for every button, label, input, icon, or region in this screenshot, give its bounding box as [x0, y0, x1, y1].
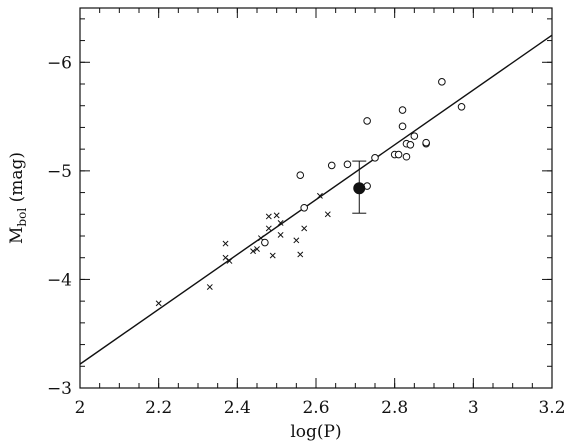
fit-line-group: [79, 34, 553, 365]
x-tick-label: 2.8: [381, 398, 408, 418]
cross-marker: [277, 220, 284, 226]
open-circle-marker: [300, 203, 309, 212]
cross-marker: [265, 225, 272, 232]
cross-stroke: [265, 225, 272, 232]
x-tick-label: 2.6: [302, 398, 329, 418]
cross-stroke: [324, 211, 331, 218]
fit-line: [79, 34, 553, 365]
cross-stroke: [257, 235, 264, 242]
axis-tick-labels: 2 2.2 2.4 2.6 2.8 3 3.2 −3 −4 −5 −6: [47, 53, 566, 418]
open-circle-marker: [394, 150, 403, 159]
cross-stroke: [277, 220, 284, 226]
cross-stroke: [222, 254, 229, 261]
x-tick-label: 2: [75, 398, 86, 418]
cross-stroke: [250, 248, 257, 255]
open-circle-marker: [410, 132, 419, 140]
y-tick-label: −3: [47, 379, 72, 399]
plot-frame: [79, 7, 553, 389]
open-circle-marker: [371, 154, 379, 162]
filled-circle-marker: [353, 182, 366, 195]
cross-marker: [273, 212, 280, 219]
y-axis-label-sub: bol: [15, 208, 29, 227]
open-circle-marker: [402, 152, 411, 161]
cross-stroke: [254, 246, 260, 252]
open-circle-marker: [343, 160, 352, 169]
cross-marker: [226, 258, 233, 264]
open-circle-marker: [261, 238, 269, 247]
cross-marker: [269, 252, 276, 259]
cross-marker: [222, 240, 229, 247]
cross-stroke: [273, 212, 280, 219]
cross-marker: [254, 246, 260, 252]
cross-marker: [316, 192, 323, 199]
x-tick-label: 3: [468, 398, 479, 418]
cross-marker: [155, 300, 162, 307]
x-axis-label: log(P): [290, 422, 341, 442]
cross-stroke: [293, 237, 300, 244]
open-circle-marker: [457, 103, 466, 111]
cross-stroke: [155, 300, 162, 307]
x-tick-label: 2.2: [145, 398, 172, 418]
cross-stroke: [265, 213, 272, 220]
cross-stroke: [277, 231, 284, 238]
y-tick-label: −5: [47, 162, 72, 182]
cross-stroke: [269, 252, 276, 259]
axis-ticks: [79, 8, 553, 389]
cross-stroke: [316, 192, 323, 199]
cross-marker: [277, 231, 284, 238]
cross-stroke: [222, 240, 229, 247]
open-circle-marker: [398, 106, 407, 114]
cross-marker: [297, 251, 304, 258]
y-axis-label-main: M: [7, 227, 27, 244]
open-circle-marker: [327, 161, 336, 170]
x-tick-label: 2.4: [224, 398, 251, 418]
open-circle-marker: [296, 171, 305, 179]
y-axis-label-suffix: (mag): [7, 152, 27, 208]
cross-stroke: [301, 225, 308, 232]
cross-stroke: [297, 251, 304, 258]
cross-stroke: [206, 284, 213, 290]
open-circle-marker: [398, 122, 407, 131]
cross-marker: [206, 284, 213, 290]
open-circle-marker: [363, 117, 371, 125]
y-axis-label: Mbol (mag): [7, 152, 29, 244]
y-tick-label: −4: [47, 270, 72, 290]
cross-marker: [265, 213, 272, 220]
cross-stroke: [226, 258, 233, 264]
open-circle-marker: [406, 141, 415, 149]
open-circle-marker: [438, 78, 446, 86]
data-points: [155, 78, 466, 307]
cross-marker: [293, 237, 300, 244]
cross-marker: [301, 225, 308, 232]
x-tick-label: 3.2: [538, 398, 565, 418]
cross-marker: [250, 248, 257, 255]
cross-marker: [324, 211, 331, 218]
open-circle-marker: [422, 138, 430, 147]
y-tick-label: −6: [47, 53, 72, 73]
